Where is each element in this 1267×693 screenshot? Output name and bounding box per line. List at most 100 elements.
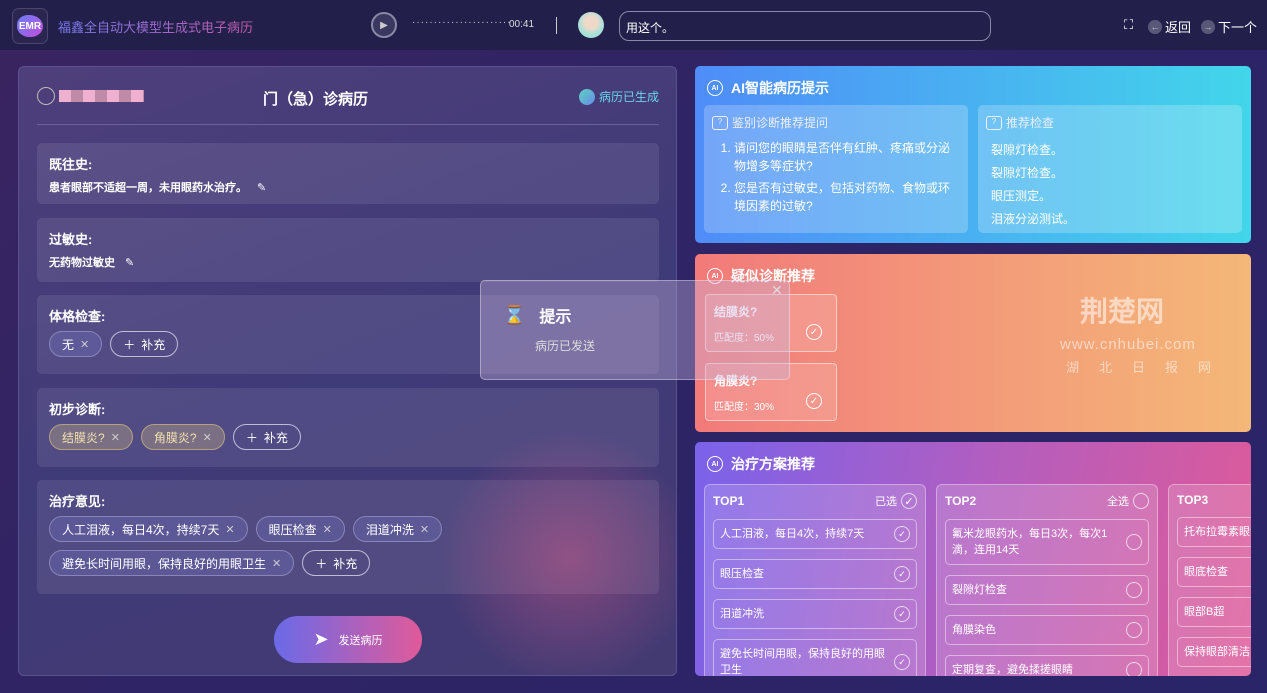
list-item: 泪液分泌测试。 bbox=[991, 212, 1076, 226]
edit-icon[interactable]: ✎ bbox=[257, 181, 267, 194]
record-header: 门（急）诊病历 病历已生成 bbox=[37, 85, 659, 125]
edit-icon[interactable]: ✎ bbox=[125, 256, 135, 269]
plan-column: TOP3托布拉霉素眼滴，10天眼底检查眼部B超保持眼部清洁 bbox=[1168, 484, 1251, 676]
suspect-diagnosis-card: AI 疑似诊断推荐 结膜炎? 匹配度：50% ✓ 角膜炎? 匹配度：30% ✓ bbox=[695, 254, 1251, 432]
circle-icon[interactable] bbox=[1126, 534, 1142, 550]
add-button[interactable]: ＋补充 bbox=[110, 331, 179, 357]
plus-icon: ＋ bbox=[245, 430, 258, 445]
close-icon[interactable]: ✕ bbox=[419, 523, 430, 536]
tag[interactable]: 无 ✕ bbox=[49, 331, 103, 357]
question-icon: ? bbox=[712, 115, 728, 130]
tag[interactable]: 结膜炎? ✕ bbox=[49, 424, 133, 450]
arrow-left-icon: ← bbox=[1148, 19, 1162, 34]
watermark-logo: 荆楚网 bbox=[1080, 296, 1165, 327]
section-history: 既往史: 患者眼部不适超一周，未用眼药水治疗。 ✎ bbox=[37, 143, 659, 204]
hourglass-icon: ⌛ bbox=[503, 304, 526, 325]
plan-item[interactable]: 定期复查，避免揉搓眼睛 bbox=[945, 655, 1149, 676]
plan-item[interactable]: 避免长时间用眼，保持良好的用眼卫生 ✓ bbox=[713, 639, 917, 676]
plan-item[interactable]: 保持眼部清洁 bbox=[1177, 637, 1251, 667]
check-icon[interactable]: ✓ bbox=[806, 324, 822, 340]
fullscreen-icon: ⛶ bbox=[1124, 17, 1134, 32]
exams-box: ? 推荐检查 裂隙灯检查。 裂隙灯检查。 眼压测定。 泪液分泌测试。 bbox=[978, 105, 1242, 233]
audio-time: 00:41 bbox=[509, 19, 535, 30]
back-button[interactable]: ← 返回 bbox=[1148, 17, 1191, 36]
plan-item[interactable]: 人工泪液，每日4次，持续7天 ✓ bbox=[713, 519, 917, 549]
status-badge: 病历已生成 bbox=[578, 88, 659, 105]
tag[interactable]: 人工泪液，每日4次，持续7天 ✕ bbox=[49, 516, 248, 542]
close-icon[interactable]: ✕ bbox=[202, 431, 212, 444]
app-logo: EMR bbox=[12, 8, 48, 44]
watermark-sub: 湖北日报网 bbox=[1066, 360, 1232, 375]
treatment-plan-card: AI 治疗方案推荐 TOP1 已选 ✓ 人工泪液，每日4次，持续7天 ✓ 眼压检查 ✓ 泪道冲洗… bbox=[695, 442, 1251, 676]
check-circle-icon[interactable]: ✓ bbox=[894, 526, 910, 542]
send-record-button[interactable]: ➤ 发送病历 bbox=[274, 616, 422, 663]
medical-record-panel: 门（急）诊病历 病历已生成 既往史: 患者眼部不适超一周，未用眼药水治疗。 ✎ 过… bbox=[18, 66, 677, 676]
fullscreen-button[interactable]: ⛶ bbox=[1124, 17, 1133, 33]
select-all-toggle[interactable]: 已选 ✓ bbox=[875, 493, 917, 509]
plan-item[interactable]: 眼部B超 bbox=[1177, 597, 1251, 627]
section-treatment: 治疗意见: 人工泪液，每日4次，持续7天 ✕ 眼压检查 ✕ 泪道冲洗 ✕ 避免长时间用… bbox=[37, 480, 659, 594]
add-button[interactable]: ＋补充 bbox=[232, 424, 301, 450]
tag[interactable]: 角膜炎? ✕ bbox=[140, 424, 225, 450]
close-icon[interactable]: ✕ bbox=[322, 523, 332, 536]
watermark-url: www.cnhubei.com bbox=[1060, 336, 1196, 353]
send-icon: ➤ bbox=[313, 629, 329, 649]
plan-item[interactable]: 裂隙灯检查 bbox=[945, 575, 1149, 605]
close-icon[interactable]: ✕ bbox=[272, 557, 282, 570]
check-circle-icon[interactable]: ✓ bbox=[894, 606, 910, 622]
tag[interactable]: 避免长时间用眼，保持良好的用眼卫生 ✕ bbox=[49, 550, 295, 576]
plus-icon: ＋ bbox=[123, 337, 136, 352]
record-title: 门（急）诊病历 bbox=[263, 91, 369, 108]
toast-notification: ⌛ 提示 病历已发送 ✕ bbox=[480, 280, 790, 380]
tag[interactable]: 泪道冲洗 ✕ bbox=[352, 516, 443, 542]
check-circle-icon[interactable]: ✓ bbox=[894, 654, 910, 670]
plan-item[interactable]: 角膜染色 bbox=[945, 615, 1149, 645]
plan-item[interactable]: 眼底检查 bbox=[1177, 557, 1251, 587]
top-bar: EMR 福鑫全自动大模型生成式电子病历 ▶ ··················… bbox=[0, 0, 1267, 50]
check-circle-icon[interactable]: ✓ bbox=[894, 566, 910, 582]
select-all-toggle[interactable]: 全选 bbox=[1107, 493, 1149, 509]
diagnosis-option[interactable]: 结膜炎? 匹配度：50% ✓ bbox=[705, 294, 837, 352]
plan-item[interactable]: 泪道冲洗 ✓ bbox=[713, 599, 917, 629]
close-icon[interactable]: ✕ bbox=[110, 431, 120, 444]
diagnosis-option[interactable]: 角膜炎? 匹配度：30% ✓ bbox=[705, 363, 837, 421]
redacted-name bbox=[59, 90, 144, 102]
tag[interactable]: 眼压检查 ✕ bbox=[255, 516, 345, 542]
circle-icon[interactable] bbox=[1126, 582, 1142, 598]
ai-icon: AI bbox=[707, 80, 723, 96]
plan-item[interactable]: 托布拉霉素眼滴，10天 bbox=[1177, 517, 1251, 547]
plan-column: TOP2 全选 氟米龙眼药水，每日3次，每次1滴，连用14天 裂隙灯检查 角膜染色 定期复… bbox=[936, 484, 1158, 676]
check-icon[interactable]: ✓ bbox=[806, 393, 822, 409]
list-item: 裂隙灯检查。 bbox=[991, 143, 1064, 157]
circle-icon bbox=[1133, 493, 1149, 509]
plan-item[interactable]: 眼压检查 ✓ bbox=[713, 559, 917, 589]
ai-icon: AI bbox=[707, 456, 723, 472]
patient-name bbox=[37, 87, 144, 105]
divider bbox=[556, 17, 557, 34]
plus-icon: ＋ bbox=[315, 556, 328, 571]
plan-column: TOP1 已选 ✓ 人工泪液，每日4次，持续7天 ✓ 眼压检查 ✓ 泪道冲洗 ✓ 避免长时间用眼，… bbox=[704, 484, 926, 676]
close-icon[interactable]: ✕ bbox=[80, 338, 90, 351]
circle-icon[interactable] bbox=[1126, 662, 1142, 676]
status-icon bbox=[578, 88, 595, 105]
speech-input[interactable]: 用这个。 bbox=[619, 11, 991, 41]
plan-item[interactable]: 氟米龙眼药水，每日3次，每次1滴，连用14天 bbox=[945, 519, 1149, 565]
section-diagnosis: 初步诊断: 结膜炎? ✕ 角膜炎? ✕ ＋补充 bbox=[37, 388, 659, 467]
questions-box: ?鉴别诊断推荐提问 请问您的眼睛是否伴有红肿、疼痛或分泌物增多等症状? 您是否有… bbox=[704, 105, 968, 233]
circle-icon[interactable] bbox=[1126, 622, 1142, 638]
doctor-avatar bbox=[578, 12, 604, 38]
question-icon: ? bbox=[986, 115, 1002, 130]
play-button[interactable]: ▶ bbox=[371, 12, 397, 38]
list-item: 请问您的眼睛是否伴有红肿、疼痛或分泌物增多等症状? bbox=[734, 139, 960, 175]
check-circle-icon: ✓ bbox=[901, 493, 917, 509]
list-item: 您是否有过敏史，包括对药物、食物或环境因素的过敏? bbox=[734, 179, 960, 215]
close-icon[interactable]: ✕ bbox=[225, 523, 235, 536]
list-item: 裂隙灯检查。 bbox=[991, 166, 1064, 180]
next-button[interactable]: → 下一个 bbox=[1201, 17, 1257, 36]
user-icon bbox=[37, 87, 55, 105]
add-button[interactable]: ＋补充 bbox=[302, 550, 371, 576]
app-title: 福鑫全自动大模型生成式电子病历 bbox=[58, 17, 253, 36]
close-icon[interactable]: ✕ bbox=[771, 282, 783, 298]
ai-icon: AI bbox=[707, 268, 723, 284]
